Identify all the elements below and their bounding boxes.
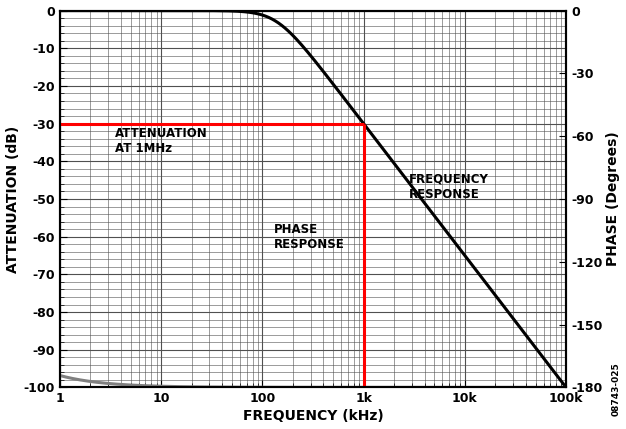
Text: 08743-025: 08743-025: [612, 363, 621, 416]
X-axis label: FREQUENCY (kHz): FREQUENCY (kHz): [243, 409, 383, 423]
Y-axis label: PHASE (Degrees): PHASE (Degrees): [607, 132, 620, 266]
Text: PHASE
RESPONSE: PHASE RESPONSE: [274, 223, 345, 251]
Text: FREQUENCY
RESPONSE: FREQUENCY RESPONSE: [409, 172, 489, 201]
Y-axis label: ATTENUATION (dB): ATTENUATION (dB): [6, 125, 19, 272]
Text: ATTENUATION
AT 1MHz: ATTENUATION AT 1MHz: [115, 127, 208, 155]
